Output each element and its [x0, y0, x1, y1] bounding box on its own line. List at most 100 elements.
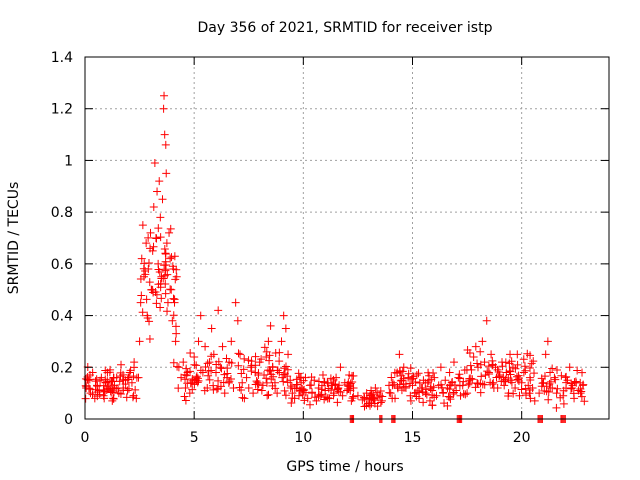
data-point — [247, 357, 256, 366]
data-point — [143, 311, 152, 320]
data-point — [165, 228, 174, 237]
data-point — [156, 303, 165, 312]
data-point — [88, 368, 97, 377]
data-point — [393, 368, 402, 377]
data-point — [112, 373, 121, 382]
data-point — [273, 366, 282, 375]
data-point — [469, 352, 478, 361]
data-point — [231, 298, 240, 307]
data-point — [280, 386, 289, 395]
data-point — [168, 316, 177, 325]
data-point — [423, 378, 432, 387]
data-point — [263, 391, 272, 400]
data-point — [495, 371, 504, 380]
data-point — [239, 365, 248, 374]
data-point — [421, 389, 430, 398]
data-point — [129, 372, 138, 381]
data-point — [513, 350, 522, 359]
data-point — [445, 385, 454, 394]
data-point — [540, 386, 549, 395]
y-tick-label: 1 — [64, 153, 73, 169]
data-point — [310, 393, 319, 402]
data-point — [146, 228, 155, 237]
data-point — [557, 371, 566, 380]
data-point — [145, 278, 154, 287]
data-point — [185, 389, 194, 398]
y-tick-label: 0 — [64, 412, 73, 428]
data-point — [530, 396, 539, 405]
data-point — [360, 402, 369, 411]
data-point — [332, 373, 341, 382]
data-point — [312, 396, 321, 405]
data-point — [294, 391, 303, 400]
data-point — [297, 378, 306, 387]
data-point — [559, 386, 568, 395]
data-point — [429, 383, 438, 392]
data-point — [86, 389, 95, 398]
data-point — [172, 329, 181, 338]
data-point — [508, 363, 517, 372]
data-point — [506, 350, 515, 359]
data-point — [251, 380, 260, 389]
data-point — [131, 385, 140, 394]
data-point — [369, 394, 378, 403]
data-point — [214, 306, 223, 315]
data-point — [434, 381, 443, 390]
data-point — [449, 358, 458, 367]
data-point — [329, 389, 338, 398]
data-point — [539, 378, 548, 387]
data-point — [543, 337, 552, 346]
x-tick-label: 15 — [404, 430, 422, 446]
data-point — [577, 392, 586, 401]
data-point — [167, 253, 176, 262]
data-point — [262, 374, 271, 383]
data-point — [244, 383, 253, 392]
data-point — [473, 359, 482, 368]
data-point — [505, 359, 514, 368]
data-point — [155, 177, 164, 186]
data-point — [414, 369, 423, 378]
data-point — [127, 378, 136, 387]
y-tick-label: 1.4 — [51, 50, 73, 66]
data-point — [209, 381, 218, 390]
data-point — [447, 378, 456, 387]
data-point — [409, 372, 418, 381]
data-point — [149, 242, 158, 251]
data-point — [268, 363, 277, 372]
data-point — [425, 396, 434, 405]
data-point — [171, 337, 180, 346]
data-point — [393, 382, 402, 391]
data-point — [260, 371, 269, 380]
data-point — [489, 378, 498, 387]
data-point — [237, 369, 246, 378]
data-point — [552, 389, 561, 398]
data-point — [158, 195, 167, 204]
data-point — [214, 384, 223, 393]
y-tick-label: 0.8 — [51, 205, 73, 221]
data-point — [252, 377, 261, 386]
data-point — [480, 358, 489, 367]
data-point — [160, 91, 169, 100]
data-point — [103, 383, 112, 392]
data-point — [559, 399, 568, 408]
data-point — [179, 358, 188, 367]
y-tick-label: 0.4 — [51, 309, 73, 325]
data-point — [114, 389, 123, 398]
data-point — [172, 272, 181, 281]
data-point — [212, 360, 221, 369]
data-point — [106, 365, 115, 374]
data-point — [236, 350, 245, 359]
data-point — [325, 394, 334, 403]
data-point — [441, 376, 450, 385]
data-point — [95, 386, 104, 395]
data-point — [417, 383, 426, 392]
data-point — [160, 244, 169, 253]
data-point — [488, 356, 497, 365]
data-point — [209, 350, 218, 359]
data-point — [432, 391, 441, 400]
data-point — [345, 371, 354, 380]
y-tick-label: 1.2 — [51, 102, 73, 118]
data-point — [546, 368, 555, 377]
data-point — [181, 383, 190, 392]
data-point — [406, 364, 415, 373]
